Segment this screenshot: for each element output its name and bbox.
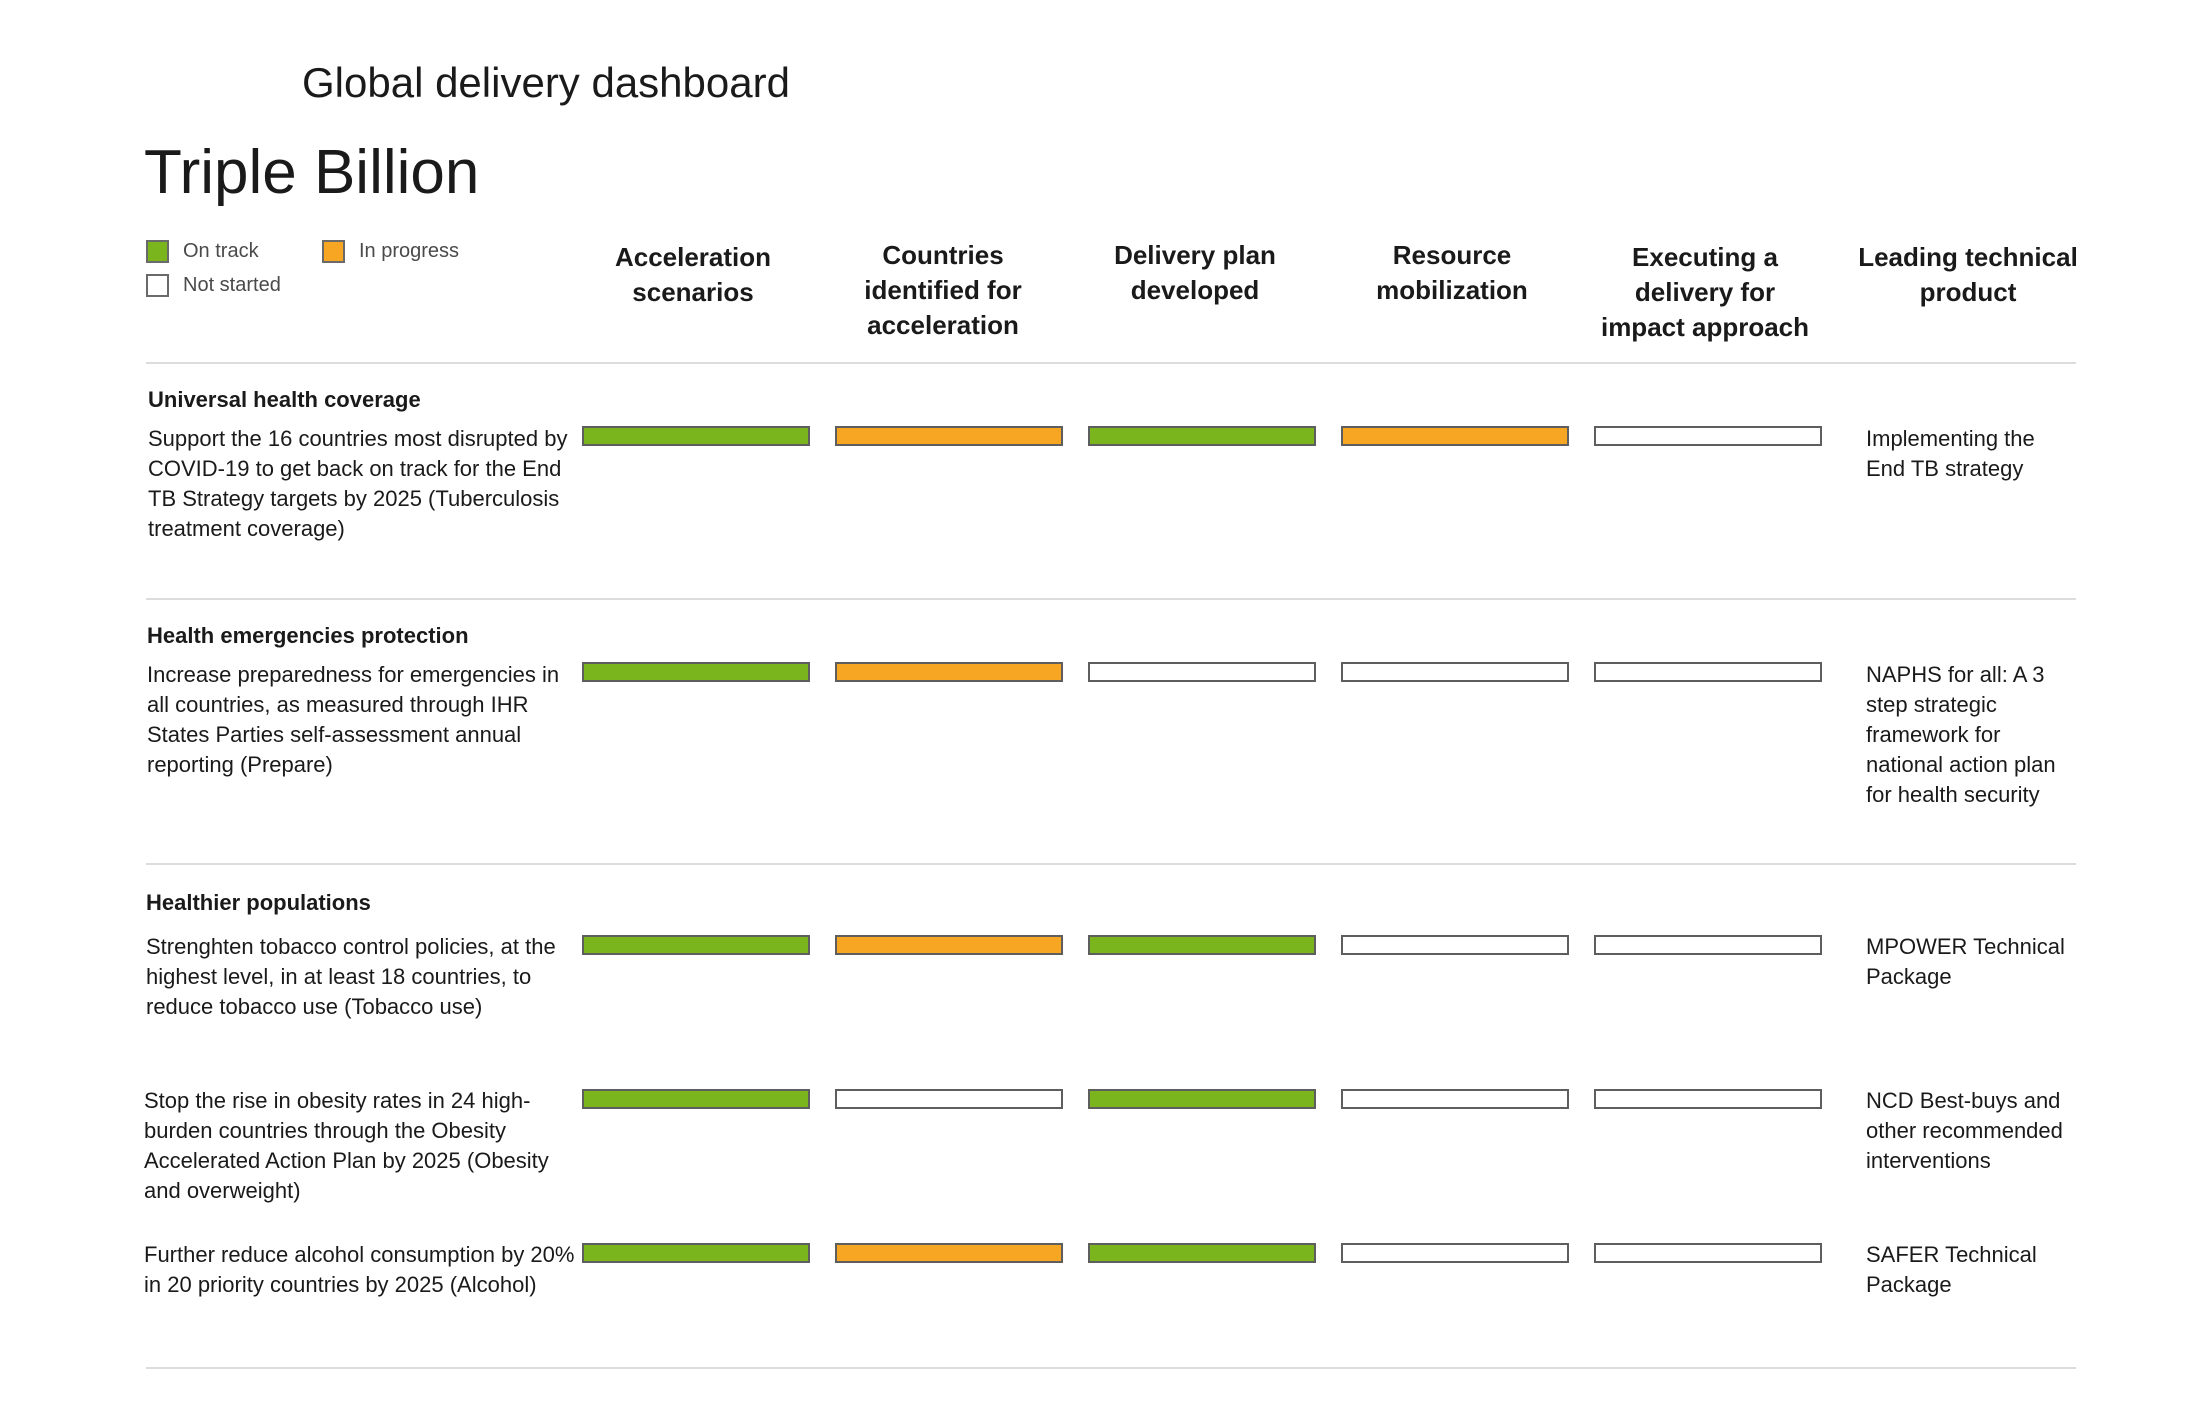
leading-product: MPOWER Technical Package xyxy=(1866,934,2065,989)
legend-item-in-progress: In progress xyxy=(322,240,459,263)
dashboard-subtitle: Global delivery dashboard xyxy=(302,59,790,106)
status-bar-countries-identified xyxy=(835,1089,1063,1109)
status-bar-resource-mobilization xyxy=(1341,1089,1569,1109)
row-description: Support the 16 countries most disrupted … xyxy=(148,426,568,541)
row-description: Increase preparedness for emergencies in… xyxy=(147,662,560,777)
legend: On track In progress Not started xyxy=(146,240,546,310)
column-header-acceleration-scenarios: Acceleration scenarios xyxy=(614,242,772,307)
status-bar-resource-mobilization xyxy=(1341,1243,1569,1263)
status-bar-acceleration-scenarios xyxy=(582,662,810,682)
legend-item-on-track: On track xyxy=(146,240,259,263)
column-header-executing-delivery: Executing a delivery for impact approach xyxy=(1600,242,1810,342)
status-bar-delivery-plan xyxy=(1088,1243,1316,1263)
status-bar-resource-mobilization xyxy=(1341,935,1569,955)
legend-item-not-started: Not started xyxy=(146,274,281,297)
status-bar-resource-mobilization xyxy=(1341,662,1569,682)
status-bar-delivery-plan xyxy=(1088,426,1316,446)
row-description: Stop the rise in obesity rates in 24 hig… xyxy=(144,1088,549,1203)
column-header-resource-mobilization: Resource mobilization xyxy=(1376,240,1528,305)
legend-swatch-in-progress xyxy=(322,240,345,263)
status-bar-countries-identified xyxy=(835,1243,1063,1263)
status-bar-delivery-plan xyxy=(1088,1089,1316,1109)
status-bar-resource-mobilization xyxy=(1341,426,1569,446)
divider xyxy=(146,362,2076,364)
legend-swatch-on-track xyxy=(146,240,169,263)
legend-label: In progress xyxy=(359,240,460,262)
status-bar-countries-identified xyxy=(835,935,1063,955)
section-title-universal-health-coverage: Universal health coverage xyxy=(148,387,421,412)
leading-product: NAPHS for all: A 3 step strategic framew… xyxy=(1866,662,2056,807)
divider xyxy=(146,598,2076,600)
column-header-leading-product: Leading technical product xyxy=(1858,242,2078,307)
legend-label: On track xyxy=(183,240,259,262)
status-bar-countries-identified xyxy=(835,662,1063,682)
status-bar-executing-delivery xyxy=(1594,426,1822,446)
section-title-health-emergencies: Health emergencies protection xyxy=(147,623,469,648)
section-title-healthier-populations: Healthier populations xyxy=(146,890,371,915)
status-bar-delivery-plan xyxy=(1088,935,1316,955)
row-description: Strenghten tobacco control policies, at … xyxy=(146,934,556,1019)
legend-label: Not started xyxy=(183,274,281,296)
row-description: Further reduce alcohol consumption by 20… xyxy=(144,1242,575,1297)
status-bar-delivery-plan xyxy=(1088,662,1316,682)
legend-swatch-not-started xyxy=(146,274,169,297)
status-bar-countries-identified xyxy=(835,426,1063,446)
leading-product: SAFER Technical Package xyxy=(1866,1242,2037,1297)
status-bar-executing-delivery xyxy=(1594,662,1822,682)
column-header-delivery-plan: Delivery plan developed xyxy=(1114,240,1276,305)
column-header-countries-identified: Countries identified for acceleration xyxy=(864,240,1022,340)
page-title: Triple Billion xyxy=(144,138,480,207)
status-bar-acceleration-scenarios xyxy=(582,935,810,955)
status-bar-acceleration-scenarios xyxy=(582,1243,810,1263)
leading-product: Implementing the End TB strategy xyxy=(1866,426,2035,481)
status-bar-executing-delivery xyxy=(1594,935,1822,955)
divider xyxy=(146,863,2076,865)
status-bar-acceleration-scenarios xyxy=(582,426,810,446)
divider xyxy=(146,1367,2076,1369)
status-bar-acceleration-scenarios xyxy=(582,1089,810,1109)
status-bar-executing-delivery xyxy=(1594,1243,1822,1263)
leading-product: NCD Best-buys and other recommended inte… xyxy=(1866,1088,2063,1173)
status-bar-executing-delivery xyxy=(1594,1089,1822,1109)
